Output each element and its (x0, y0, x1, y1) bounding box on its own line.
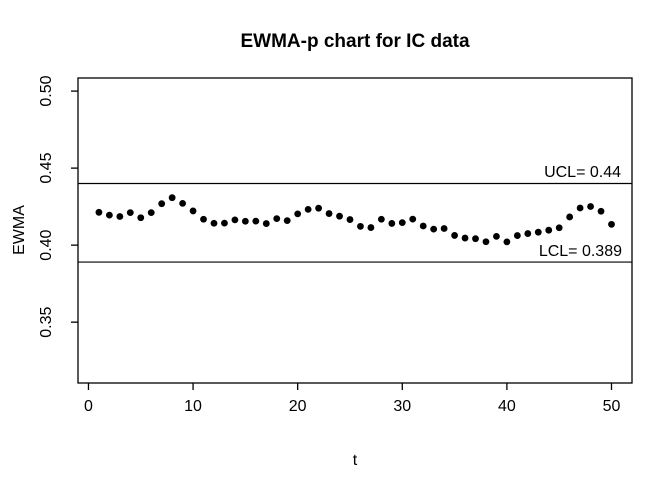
data-point (545, 226, 553, 234)
data-point (493, 232, 500, 240)
y-axis-tick-label: 0.45 (38, 152, 55, 183)
data-point (513, 232, 521, 239)
data-point (252, 217, 260, 225)
data-point (126, 209, 134, 217)
data-point (430, 225, 438, 233)
data-point (555, 224, 563, 232)
data-point (210, 219, 218, 227)
y-axis-title: EWMA (11, 205, 28, 255)
data-point (566, 213, 574, 221)
data-point (262, 220, 270, 227)
data-point (346, 216, 354, 223)
data-point (95, 208, 103, 216)
data-point (336, 212, 343, 220)
data-point (419, 222, 427, 230)
data-point (221, 219, 228, 227)
data-point (398, 219, 406, 227)
data-point (503, 238, 511, 246)
data-point (189, 207, 197, 215)
ucl-label: UCL= 0.44 (544, 164, 621, 181)
data-point (461, 234, 469, 242)
data-point (472, 235, 479, 243)
data-point (524, 230, 532, 237)
data-point (294, 210, 302, 218)
x-axis-tick-label: 10 (184, 398, 202, 415)
data-point (304, 205, 312, 213)
data-point (388, 220, 396, 227)
data-point (534, 228, 542, 236)
data-point (409, 215, 417, 223)
data-point (325, 210, 333, 217)
data-point (158, 200, 166, 208)
x-axis-tick-label: 30 (393, 398, 411, 415)
data-point (576, 204, 584, 212)
y-axis-tick-label: 0.50 (38, 75, 55, 106)
x-axis-tick-label: 20 (289, 398, 307, 415)
x-axis-tick-label: 50 (603, 398, 621, 415)
data-point (200, 215, 207, 223)
lcl-label: LCL= 0.389 (539, 243, 622, 260)
plot-border (77, 77, 633, 384)
x-axis-tick-label: 0 (84, 398, 93, 415)
data-point (168, 194, 176, 202)
x-axis-title: t (353, 452, 358, 469)
data-point (273, 215, 281, 223)
data-point (116, 213, 124, 220)
data-point (357, 222, 364, 230)
data-point (377, 215, 385, 223)
x-axis-tick-label: 40 (498, 398, 516, 415)
data-point (283, 217, 291, 225)
data-point (137, 214, 145, 222)
data-point (482, 238, 490, 246)
data-point (315, 204, 322, 212)
data-point (451, 232, 458, 239)
data-point (105, 211, 113, 219)
y-axis-tick-label: 0.40 (38, 229, 55, 260)
data-point (179, 199, 187, 207)
chart-title: EWMA-p chart for IC data (240, 31, 469, 52)
data-point (608, 220, 615, 228)
data-point (241, 217, 249, 225)
data-point (597, 207, 605, 215)
y-axis-tick-label: 0.35 (38, 306, 55, 337)
data-point (147, 209, 155, 217)
data-point (440, 225, 448, 232)
data-point (587, 203, 594, 210)
data-point (231, 216, 239, 224)
data-point (367, 224, 375, 231)
